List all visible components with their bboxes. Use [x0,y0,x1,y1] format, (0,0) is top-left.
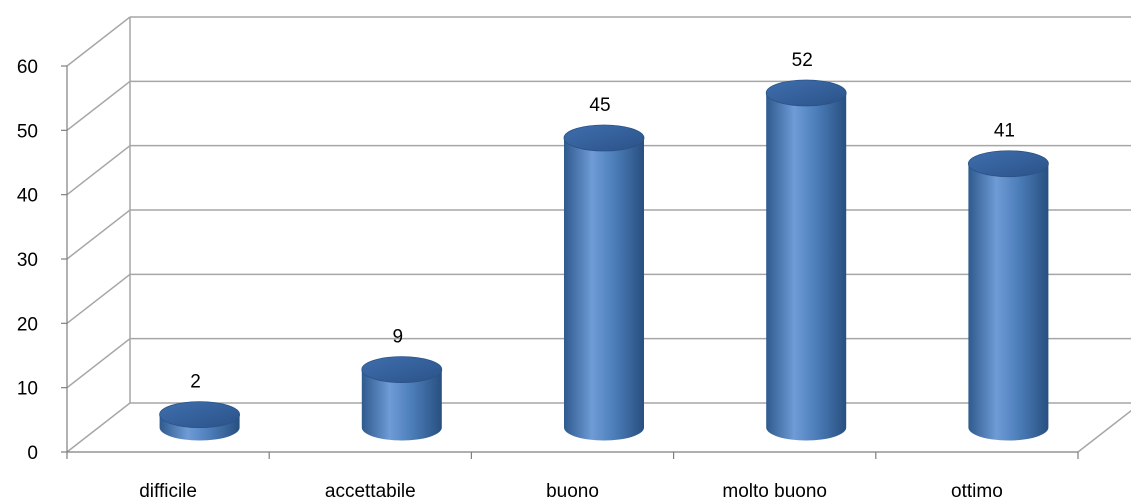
gridline-diagonal [66,145,131,196]
y-tick-label: 10 [17,379,38,400]
bar-ottimo [968,150,1049,441]
data-label: 41 [994,121,1015,142]
data-label: 52 [792,50,813,71]
x-category-label: molto buono [722,481,827,499]
y-tick-label: 30 [17,250,38,271]
bar-body [564,138,644,441]
x-category-label: buono [546,481,599,499]
data-label: 2 [190,372,201,393]
bar-molto-buono [765,79,847,441]
bar-accettabile [361,356,443,441]
bars [159,79,1049,441]
bar-cap [563,124,645,152]
bar-cap [159,401,241,429]
x-category-label: difficile [139,481,197,499]
y-tick-label: 50 [17,121,38,142]
bar-cap [765,79,847,107]
bar-body [968,163,1049,441]
data-label: 45 [589,95,610,116]
bar-difficile [159,401,241,441]
y-tick-label: 60 [17,57,38,78]
y-tick-label: 20 [17,314,38,335]
gridline-diagonal [66,16,131,67]
gridline-diagonal [66,402,131,453]
data-label: 9 [393,327,404,348]
y-tick-label: 0 [27,443,38,464]
y-tick-label: 40 [17,186,38,207]
bar-cap [361,356,443,384]
gridline-diagonal [66,209,131,260]
bar-buono [563,124,645,441]
gridline-diagonal [66,273,131,324]
gridline-diagonal [66,338,131,389]
gridline-diagonal [66,80,131,131]
labels: 0 10 20 30 40 50 60 2 difficile 9 accettabile 45 buo… [17,50,1015,502]
floor-edge [1077,409,1131,453]
bar-body [766,92,847,441]
x-category-label: accettabile [325,481,416,499]
bar-body [361,369,442,441]
axes [61,65,1079,459]
bar-cap [968,150,1049,178]
x-category-label: ottimo [951,481,1003,499]
